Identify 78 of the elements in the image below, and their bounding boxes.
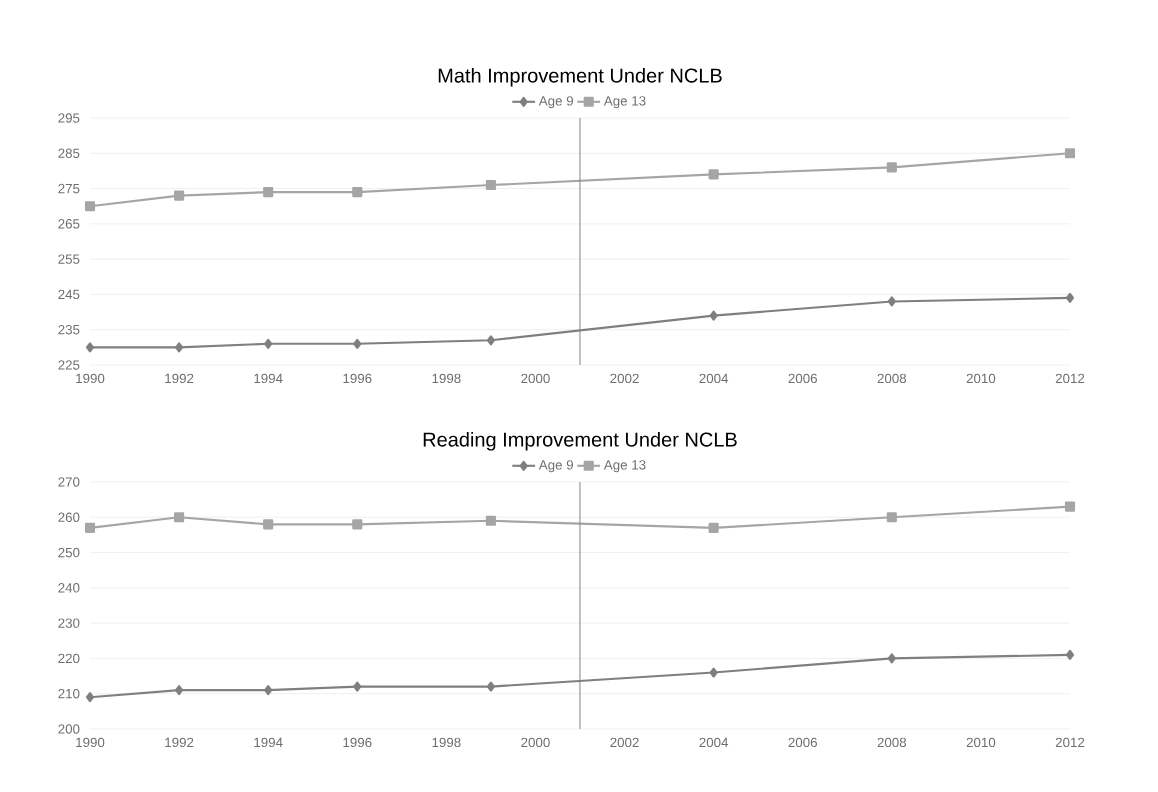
point — [886, 512, 897, 523]
x-tick-label: 1992 — [165, 737, 194, 748]
y-tick-label: 245 — [58, 289, 80, 300]
point — [264, 338, 273, 349]
y-tick-label: 235 — [58, 324, 80, 335]
point — [175, 685, 184, 696]
x-tick-label: 2006 — [788, 373, 817, 384]
point — [264, 685, 273, 696]
chart-title: Math Improvement Under NCLB — [438, 67, 722, 87]
y-tick-label: 200 — [58, 724, 80, 734]
y-tick-label: 285 — [58, 148, 80, 158]
x-tick-label: 1996 — [343, 737, 372, 748]
point — [708, 522, 719, 533]
x-tick-label: 2002 — [610, 373, 639, 384]
x-tick-label: 1990 — [76, 373, 105, 384]
x-tick-label: 2002 — [610, 737, 639, 748]
y-tick-label: 295 — [58, 113, 80, 123]
point — [175, 342, 184, 353]
point — [887, 653, 896, 664]
x-tick-label: 2008 — [877, 373, 907, 384]
point — [709, 667, 718, 678]
point — [352, 519, 363, 530]
x-tick-label: 2008 — [877, 737, 907, 748]
point — [886, 162, 897, 173]
point — [709, 310, 718, 321]
x-tick-label: 2010 — [966, 737, 996, 748]
point — [353, 338, 362, 349]
y-tick-label: 210 — [58, 688, 80, 699]
x-tick-label: 2006 — [788, 737, 817, 748]
point — [353, 681, 362, 692]
y-tick-label: 230 — [58, 618, 80, 628]
y-tick-label: 220 — [58, 653, 80, 664]
y-tick-label: 225 — [58, 360, 80, 370]
x-tick-label: 1998 — [432, 373, 461, 384]
point — [1065, 292, 1075, 303]
y-tick-label: 250 — [58, 547, 80, 558]
point — [85, 692, 95, 703]
chart-title: Reading Improvement Under NCLB — [423, 431, 737, 451]
y-tick-label: 260 — [58, 512, 80, 522]
point — [1065, 649, 1075, 660]
point — [1064, 148, 1076, 159]
point — [485, 515, 496, 526]
x-tick-label: 1996 — [343, 373, 372, 384]
point — [887, 296, 896, 307]
y-tick-label: 255 — [58, 254, 80, 264]
legend-label: Age 9 — [538, 96, 573, 109]
legend-label: Age 13 — [603, 460, 646, 473]
point — [174, 512, 185, 523]
y-tick-label: 270 — [58, 477, 80, 487]
point — [263, 519, 274, 530]
x-tick-label: 2004 — [699, 737, 729, 748]
point — [486, 335, 495, 346]
point — [174, 190, 185, 201]
x-tick-label: 2004 — [699, 373, 729, 384]
point — [486, 681, 495, 692]
legend-label: Age 13 — [603, 96, 646, 109]
point — [84, 522, 96, 533]
x-tick-label: 2000 — [521, 373, 550, 384]
y-tick-label: 275 — [58, 183, 80, 194]
point — [352, 187, 363, 198]
point — [1064, 501, 1076, 512]
legend-label: Age 9 — [538, 460, 573, 473]
point — [84, 201, 96, 212]
point — [263, 187, 274, 198]
x-tick-label: 1990 — [76, 737, 105, 748]
x-tick-label: 2010 — [966, 373, 996, 384]
point — [85, 342, 95, 353]
x-tick-label: 2012 — [1055, 737, 1085, 748]
x-tick-label: 1992 — [165, 373, 194, 384]
x-tick-label: 1998 — [432, 737, 461, 748]
x-tick-label: 1994 — [254, 737, 283, 748]
y-tick-label: 265 — [58, 219, 80, 229]
point — [708, 169, 719, 180]
point — [485, 179, 496, 191]
x-tick-label: 1994 — [254, 373, 283, 384]
x-tick-label: 2012 — [1055, 373, 1085, 384]
x-tick-label: 2000 — [521, 737, 550, 748]
y-tick-label: 240 — [58, 583, 80, 593]
